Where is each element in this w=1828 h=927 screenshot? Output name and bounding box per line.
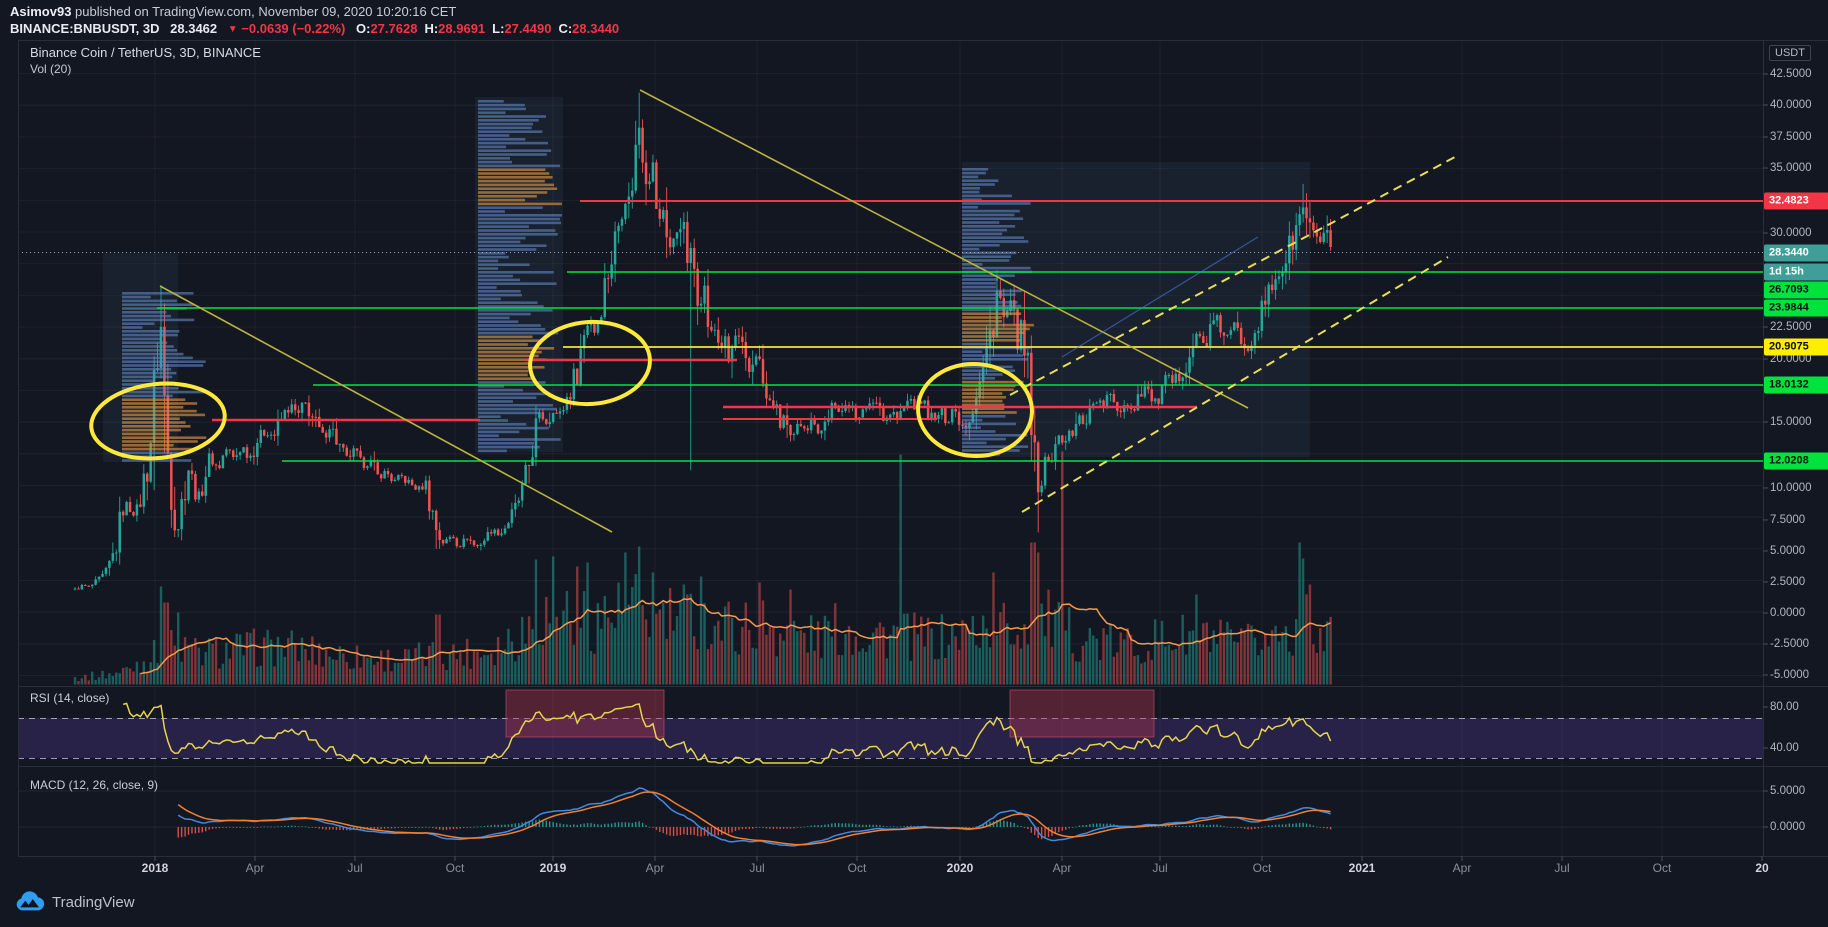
price-tick-label: 30.0000: [1770, 227, 1812, 239]
time-axis-label: 2020: [946, 861, 974, 875]
candlestick-series: [73, 92, 1332, 591]
arrow-down-icon: ▼: [227, 24, 238, 35]
tradingview-logo-text[interactable]: TradingView: [52, 893, 135, 911]
macd-signal-line: [177, 791, 1331, 846]
time-axis-label: 20: [1755, 861, 1769, 875]
time-axis-label: 2021: [1348, 861, 1376, 875]
price-tick-label: 40.00: [1770, 742, 1799, 754]
legend-volume-indicator[interactable]: Vol (20): [30, 62, 72, 76]
volume-profile[interactable]: [122, 100, 1034, 462]
last-price: 28.3462: [170, 21, 218, 36]
price-badge: 28.3440: [1764, 244, 1828, 262]
price-badge: 18.0132: [1764, 376, 1828, 394]
time-axis-label: Oct: [445, 861, 465, 875]
ohlc-value: 27.7628: [370, 21, 418, 36]
time-axis-label: 2018: [141, 861, 169, 875]
macd-pane-series: [177, 787, 1332, 847]
legend-symbol-title[interactable]: Binance Coin / TetherUS, 3D, BINANCE: [30, 45, 261, 60]
tradingview-logo-icon[interactable]: [14, 889, 44, 915]
time-axis-label: Jul: [749, 861, 765, 875]
macd-line: [177, 787, 1331, 847]
price-tick-label: 0.0000: [1770, 607, 1806, 619]
volume-ma-line: [140, 597, 1331, 675]
price-badge: 32.4823: [1764, 192, 1828, 210]
time-axis-label: Apr: [1452, 861, 1472, 875]
ohlc-label: C:: [558, 21, 573, 36]
ohlc-label: O:: [356, 21, 371, 36]
time-axis-label: Oct: [847, 861, 867, 875]
byline: Asimov93 published on TradingView.com, N…: [10, 4, 456, 19]
rsi-highlight-box[interactable]: [1009, 689, 1155, 738]
time-axis-label: Apr: [245, 861, 265, 875]
price-tick-label: 40.0000: [1770, 99, 1812, 111]
time-axis-label: Oct: [1252, 861, 1272, 875]
legend-macd-indicator[interactable]: MACD (12, 26, close, 9): [30, 778, 159, 792]
ohlc-values: O:27.7628 H:28.9691 L:27.4490 C:28.3440: [349, 21, 619, 36]
price-tick-label: 20.0000: [1770, 353, 1812, 365]
price-badge: 1d 15h: [1764, 263, 1828, 281]
price-tick-label: 2.5000: [1770, 576, 1806, 588]
price-tick-label: 37.5000: [1770, 131, 1812, 143]
ohlc-label: L:: [492, 21, 505, 36]
byline-text: published on TradingView.com, November 0…: [71, 4, 457, 19]
price-change: −0.0639 (−0.22%): [241, 21, 346, 36]
price-tick-label: 22.5000: [1770, 321, 1812, 333]
ohlc-value: 27.4490: [504, 21, 552, 36]
price-tick-label: -2.5000: [1770, 638, 1810, 650]
price-badge: 12.0208: [1764, 452, 1828, 470]
price-tick-label: -5.0000: [1770, 669, 1810, 681]
price-tick-label: 5.0000: [1770, 545, 1806, 557]
rsi-highlight-box[interactable]: [505, 689, 665, 738]
time-axis-label: 2019: [539, 861, 567, 875]
price-tick-label: 42.5000: [1770, 68, 1812, 80]
time-axis-label: Oct: [1652, 861, 1672, 875]
time-axis-label: Apr: [1052, 861, 1072, 875]
price-badge: 20.9075: [1764, 338, 1828, 356]
symbol-info-bar: BINANCE:BNBUSDT, 3D 28.3462 ▼ −0.0639 (−…: [10, 21, 619, 36]
symbol-name: BINANCE:BNBUSDT, 3D: [10, 21, 160, 36]
drawing-lines[interactable]: [157, 89, 1763, 533]
price-tick-label: 35.0000: [1770, 162, 1812, 174]
tradingview-attribution[interactable]: TradingView: [14, 889, 135, 915]
time-axis-label: Jul: [347, 861, 363, 875]
ohlc-value: 28.9691: [438, 21, 486, 36]
price-tick-label: 7.5000: [1770, 514, 1806, 526]
volume-series: [73, 451, 1332, 685]
price-axis-currency-label: USDT: [1769, 45, 1811, 61]
legend-rsi-indicator[interactable]: RSI (14, close): [30, 691, 110, 705]
rsi-line: [122, 702, 1332, 764]
time-axis-label: Apr: [645, 861, 665, 875]
time-axis-label: Jul: [1152, 861, 1168, 875]
author-name: Asimov93: [10, 4, 72, 19]
time-axis-label: Jul: [1554, 861, 1570, 875]
price-tick-label: 80.00: [1770, 701, 1799, 713]
price-tick-label: 15.0000: [1770, 416, 1812, 428]
drawing-ellipse[interactable]: [916, 361, 1035, 459]
price-tick-label: 0.0000: [1770, 821, 1806, 833]
price-badge: 26.7093: [1764, 281, 1828, 299]
price-tick-label: 10.0000: [1770, 482, 1812, 494]
price-badge: 23.9844: [1764, 299, 1828, 317]
ohlc-label: H:: [424, 21, 439, 36]
price-tick-label: 5.0000: [1770, 785, 1806, 797]
drawing-ellipse[interactable]: [527, 318, 652, 408]
drawing-ellipse[interactable]: [87, 377, 228, 465]
ohlc-value: 28.3440: [572, 21, 620, 36]
